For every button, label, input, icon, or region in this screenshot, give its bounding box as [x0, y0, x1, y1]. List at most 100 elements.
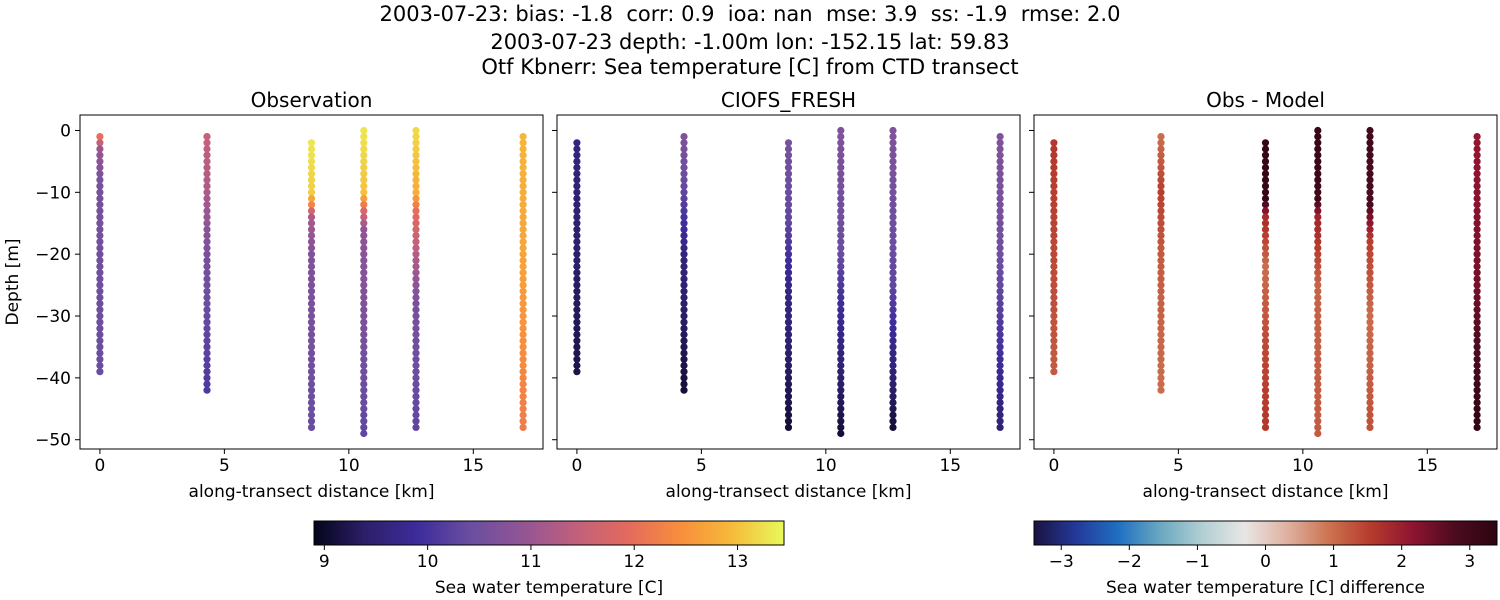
x-axis-label: along-transect distance [km] — [666, 482, 912, 502]
data-point — [1366, 355, 1374, 363]
data-point — [412, 318, 420, 326]
data-point — [307, 262, 316, 271]
data-point — [412, 213, 420, 221]
data-point — [96, 207, 104, 215]
data-point — [96, 368, 104, 376]
data-point — [1157, 188, 1165, 196]
data-point — [1050, 250, 1058, 258]
data-point — [360, 287, 368, 295]
data-point — [1473, 368, 1481, 376]
data-point — [1261, 281, 1270, 289]
data-point — [680, 213, 688, 221]
data-point — [96, 238, 104, 246]
data-point — [1157, 213, 1165, 221]
data-point — [203, 213, 211, 221]
data-point — [680, 256, 688, 264]
data-point — [1050, 262, 1058, 271]
data-point — [680, 306, 688, 314]
panel-3: 0 5 10 15 Obs - Model along-transect distance… — [1029, 88, 1498, 502]
data-point — [1314, 250, 1322, 258]
data-point — [1261, 324, 1270, 332]
data-point — [519, 349, 527, 357]
data-point — [307, 170, 316, 178]
data-point — [360, 151, 368, 159]
data-point — [573, 244, 581, 252]
data-point — [996, 374, 1004, 382]
data-point — [889, 262, 897, 271]
data-point — [96, 188, 104, 196]
data-point — [573, 287, 581, 295]
data-point — [680, 287, 688, 295]
data-point — [837, 219, 845, 227]
data-point — [996, 269, 1004, 277]
data-point — [1050, 188, 1058, 196]
data-point — [412, 207, 420, 215]
data-point — [96, 318, 104, 326]
data-point — [412, 331, 420, 339]
data-point — [889, 417, 897, 425]
data-point — [784, 225, 793, 233]
data-point — [837, 188, 845, 196]
data-point — [203, 182, 211, 190]
data-point — [784, 337, 793, 345]
data-point — [1050, 194, 1058, 203]
data-point — [1314, 232, 1322, 240]
data-point — [889, 318, 897, 326]
data-point — [889, 151, 897, 159]
data-point — [1473, 133, 1481, 141]
data-point — [203, 349, 211, 357]
profile-1-4 — [360, 126, 368, 438]
data-point — [1261, 201, 1270, 209]
data-point — [996, 361, 1004, 370]
data-point — [573, 349, 581, 357]
data-point — [96, 201, 104, 209]
panel-title: CIOFS_FRESH — [721, 88, 856, 112]
x-tick-label: 15 — [462, 456, 484, 476]
data-point — [1314, 281, 1322, 289]
data-point — [784, 145, 793, 153]
data-point — [1366, 256, 1374, 264]
data-point — [573, 182, 581, 190]
data-point — [519, 318, 527, 326]
data-point — [837, 399, 845, 407]
data-point — [889, 164, 897, 172]
data-point — [996, 324, 1004, 332]
data-point — [837, 318, 845, 326]
data-point — [1261, 219, 1270, 227]
data-point — [307, 399, 316, 407]
data-point — [680, 151, 688, 159]
data-point — [1314, 380, 1322, 388]
data-point — [680, 300, 688, 308]
data-point — [412, 188, 420, 196]
data-point — [1157, 374, 1165, 382]
data-point — [889, 411, 897, 419]
data-point — [1366, 133, 1374, 141]
data-point — [889, 337, 897, 345]
colorbar-tick-label: 12 — [623, 552, 645, 572]
data-point — [203, 331, 211, 339]
y-tick-label: −30 — [35, 307, 71, 327]
data-point — [519, 331, 527, 339]
data-point — [203, 139, 211, 147]
data-point — [889, 157, 897, 165]
data-point — [1366, 374, 1374, 382]
data-point — [1314, 324, 1322, 332]
colorbar-gradient — [313, 520, 785, 546]
data-point — [519, 306, 527, 314]
data-point — [1261, 423, 1270, 431]
data-point — [837, 300, 845, 308]
data-point — [573, 176, 581, 184]
data-point — [680, 139, 688, 147]
data-point — [307, 411, 316, 419]
data-point — [360, 232, 368, 240]
data-point — [1050, 331, 1058, 339]
data-point — [1157, 343, 1165, 351]
data-point — [307, 417, 316, 425]
data-point — [360, 355, 368, 363]
data-point — [1314, 374, 1322, 382]
data-point — [784, 164, 793, 172]
data-point — [360, 386, 368, 394]
data-point — [1314, 225, 1322, 233]
data-point — [412, 281, 420, 289]
colorbar-tick-label: 13 — [727, 552, 749, 572]
